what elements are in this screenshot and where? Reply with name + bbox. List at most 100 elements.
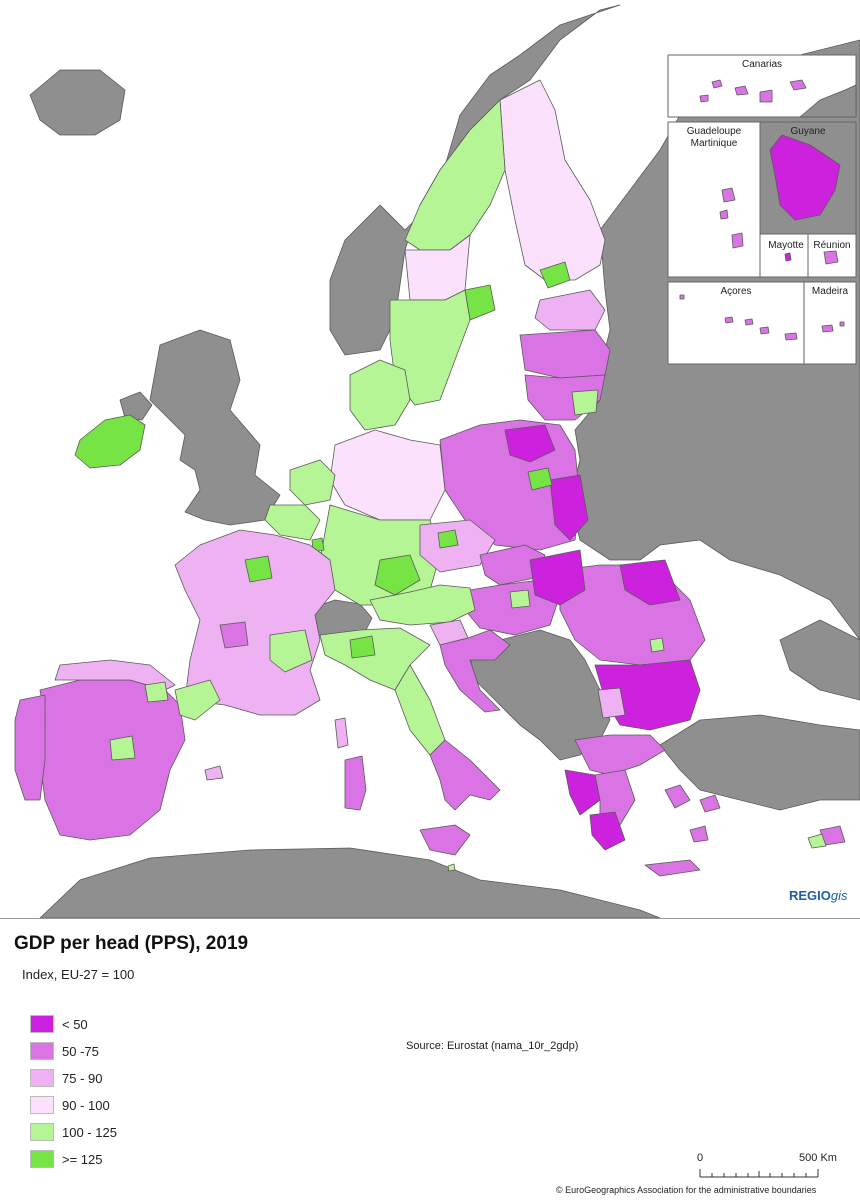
- legend-label: 90 - 100: [62, 1097, 110, 1113]
- region-basque: [144, 681, 169, 703]
- legend-swatch: [30, 1015, 54, 1033]
- inset-acores: [667, 281, 805, 365]
- turkey-land: [659, 714, 860, 811]
- inset-label-reunion: Réunion: [813, 240, 850, 251]
- region-peloponnese: [589, 811, 626, 851]
- region-crete: [644, 859, 701, 877]
- inset-label-martinique: Martinique: [691, 138, 738, 149]
- iceland-land: [29, 69, 126, 136]
- brand-main: REGIO: [789, 888, 831, 903]
- scale-ruler: [699, 1169, 819, 1178]
- region-romania-north: [529, 549, 586, 606]
- inset-madeira: [803, 281, 857, 365]
- region-sweden-north: [404, 99, 506, 251]
- region-poland-east: [504, 424, 556, 463]
- legend-row: < 50: [30, 1014, 88, 1034]
- region-corsica: [334, 717, 349, 749]
- inset-label-mayotte: Mayotte: [768, 240, 804, 251]
- region-italy-central: [394, 664, 446, 756]
- canarias-islands: [699, 79, 807, 103]
- region-vilnius: [571, 389, 599, 416]
- mayotte-island: [784, 252, 792, 262]
- legend-title: GDP per head (PPS), 2019: [14, 933, 249, 954]
- region-munich: [374, 554, 421, 596]
- north-africa-land: [39, 847, 661, 918]
- region-greece-north: [574, 734, 666, 776]
- acores-islands: [679, 294, 798, 341]
- inset-label-guadeloupe: Guadeloupe: [687, 126, 742, 137]
- region-estonia: [534, 289, 606, 331]
- legend-panel: GDP per head (PPS), 2019 Index, EU-27 = …: [0, 918, 860, 1201]
- legend-row: 90 - 100: [30, 1095, 110, 1115]
- europe-map: Canarias Guadeloupe Martinique Guyane Ma…: [14, 4, 860, 918]
- brand-suffix: gis: [830, 888, 848, 903]
- legend-label: < 50: [62, 1016, 88, 1032]
- region-sicily: [419, 824, 471, 856]
- region-netherlands: [289, 459, 336, 506]
- northern-ireland-land: [119, 391, 153, 421]
- region-italy-south: [429, 739, 501, 811]
- region-finland-north: [499, 79, 606, 281]
- region-greece-west: [564, 769, 601, 816]
- legend-swatch: [30, 1096, 54, 1114]
- region-france: [174, 529, 336, 716]
- region-sardinia: [344, 755, 367, 811]
- scale-start-label: 0: [697, 1152, 703, 1164]
- caucasus-land: [779, 619, 860, 701]
- uk-land: [149, 329, 281, 526]
- guadeloupe-islands: [719, 187, 736, 220]
- canarias-africa-coast: [799, 84, 857, 118]
- legend-row: 100 - 125: [30, 1122, 117, 1142]
- region-croatia: [439, 629, 511, 713]
- inset-label-madeira: Madeira: [812, 286, 849, 297]
- legend-label: >= 125: [62, 1151, 103, 1167]
- region-madrid: [109, 735, 136, 761]
- legend-swatch: [30, 1123, 54, 1141]
- region-sweden-south: [389, 289, 471, 406]
- region-poland-southeast: [549, 474, 589, 541]
- region-latvia: [519, 329, 611, 379]
- scale-bar: 0 500 Km: [690, 1147, 840, 1187]
- legend-row: 75 - 90: [30, 1068, 102, 1088]
- region-warsaw: [527, 467, 553, 491]
- region-austria: [369, 584, 476, 626]
- region-germany-north: [329, 429, 446, 521]
- martinique-island: [731, 232, 744, 249]
- legend-subtitle: Index, EU-27 = 100: [22, 967, 135, 982]
- legend-label: 50 -75: [62, 1043, 99, 1059]
- legend-row: 50 -75: [30, 1041, 99, 1061]
- source-note: Source: Eurostat (nama_10r_2gdp): [406, 1040, 579, 1052]
- map-area: Canarias Guadeloupe Martinique Guyane Ma…: [14, 4, 860, 918]
- region-rhone-alpes: [269, 629, 313, 673]
- region-bucharest: [649, 637, 665, 653]
- inset-mayotte: [759, 233, 809, 278]
- madeira-islands: [821, 321, 845, 333]
- legend-swatch: [30, 1150, 54, 1168]
- region-ireland: [74, 414, 146, 469]
- region-milan: [349, 635, 376, 659]
- region-finland-helsinki: [539, 261, 571, 289]
- region-cyprus: [807, 833, 827, 849]
- scale-end-label: 500 Km: [799, 1152, 837, 1164]
- region-balearic: [204, 765, 224, 781]
- region-aegean-islands: [664, 784, 846, 846]
- region-budapest: [509, 589, 531, 609]
- inset-label-canarias: Canarias: [742, 59, 782, 70]
- reunion-island: [823, 250, 839, 265]
- region-prague: [437, 529, 459, 549]
- region-romania-northeast: [619, 559, 681, 606]
- region-portugal: [14, 694, 46, 801]
- inset-caribbean: [667, 121, 761, 278]
- guyane-territory: [769, 134, 841, 221]
- legend-swatch: [30, 1042, 54, 1060]
- region-denmark: [349, 359, 411, 431]
- legend-swatch: [30, 1069, 54, 1087]
- copyright-note: © EuroGeographics Association for the ad…: [556, 1185, 817, 1195]
- region-belgium: [264, 504, 321, 541]
- inset-label-acores: Açores: [720, 286, 751, 297]
- region-paris: [244, 555, 273, 583]
- region-france-centre: [219, 621, 249, 649]
- legend-label: 75 - 90: [62, 1070, 103, 1086]
- regiogis-logo: REGIOgis: [789, 888, 848, 903]
- region-catalonia: [174, 679, 221, 721]
